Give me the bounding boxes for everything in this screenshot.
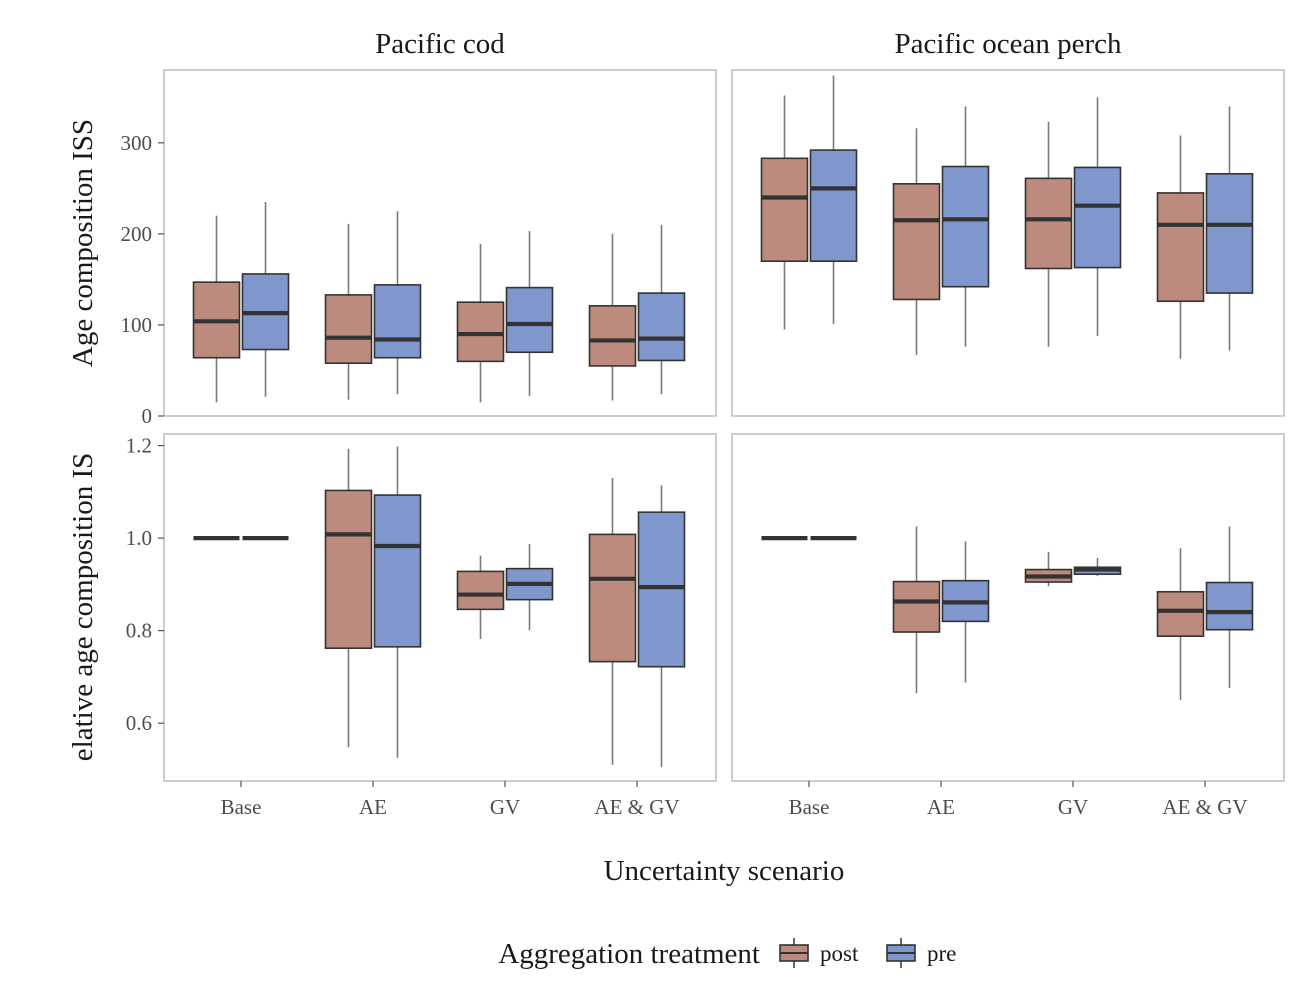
panel-r1-c2-ae-pre-box [941,165,990,288]
panel-r1-c1-ytick-label: 300 [121,131,153,155]
panel-r1-c2-ae-and-gv-pre-box [1205,173,1254,294]
panel-r1-c1-ytick-label: 200 [121,222,153,246]
panel-r2-c2-xtick-label-gv: GV [1058,795,1088,819]
legend-item-pre-label: pre [927,941,956,966]
legend-title: Aggregation treatment [498,938,760,970]
panel-r1-c2-gv-pre-box [1073,166,1122,269]
panel-r2-c1-ae-pre-box [373,494,422,648]
panel-r1-c1-ae-post-box [324,294,373,364]
panel-r2-c2-ae-and-gv-pre-box [1205,581,1254,631]
panel-r1-c1-gv-pre-box [505,286,554,354]
panel-r2-c1-ae-post-box [324,489,373,650]
legend-item-post-label: post [820,941,859,966]
facet-title-pacific-cod: Pacific cod [375,28,505,60]
panel-r1-c1-gv-post-box [456,301,505,363]
panel-r1-c2-ae-and-gv-post-box [1156,192,1205,303]
panel-r2-c1-xtick-label-ae: AE [359,795,387,819]
facet-title-pacific-ocean-perch: Pacific ocean perch [894,28,1122,60]
panel-r2-c1-ytick-label: 0.8 [126,619,152,643]
panel-r1-c2-gv-post-box [1024,177,1073,270]
panel-r2-c2-xtick-label-ae-and-gv: AE & GV [1162,795,1247,819]
panel-r1-c1-ytick-label: 100 [121,313,153,337]
panel-r2-c1-xtick-label-base: Base [221,795,262,819]
panel-r1-c1-ae-pre-box [373,284,422,359]
y-axis-title-row-1: Age composition ISS [67,119,99,367]
y-axis-title-row-2: elative age composition IS [67,453,99,761]
panel-r2-c2-xtick-label-base: Base [789,795,830,819]
panel-r2-c1-ae-and-gv-pre-box [637,511,686,668]
panel-r2-c1-ytick-label: 0.6 [126,711,152,735]
panel-r2-c2-ae-and-gv-post-box [1156,590,1205,637]
panel-r1-c2-ae-post-box [892,183,941,301]
panel-r1-c2-base-pre-box [809,149,858,263]
x-axis-title: Uncertainty scenario [604,855,845,887]
panel-r2-c2-xtick-label-ae: AE [927,795,955,819]
panel-r1-c1-ae-and-gv-pre-box [637,292,686,362]
panel-r2-c1-xtick-label-ae-and-gv: AE & GV [594,795,679,819]
panel-r2-c1-ytick-label: 1.0 [126,526,152,550]
panel-r1-c1-ae-and-gv-post-box [588,305,637,367]
panel-r1-c1-ytick-label: 0 [142,404,153,428]
panel-r2-c1-ae-and-gv-post-box [588,533,637,663]
panel-r1-c2-base-post-box [760,157,809,263]
panel-r2-c1-ytick-label: 1.2 [126,434,152,458]
panel-r2-c1-gv-post-box [456,570,505,611]
panel-r2-c1-xtick-label-gv: GV [490,795,520,819]
panel-r2-c2-ae-post-box [892,580,941,633]
